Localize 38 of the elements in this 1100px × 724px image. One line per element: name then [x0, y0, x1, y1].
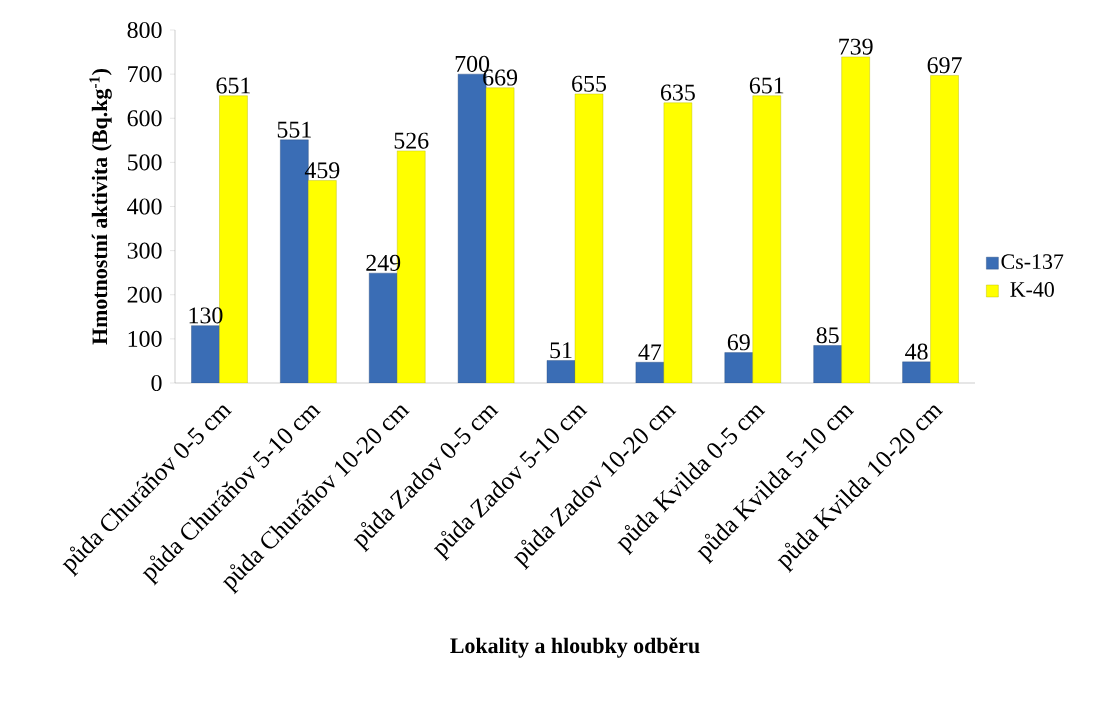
- bar: [308, 180, 337, 383]
- data-label: 739: [839, 38, 873, 55]
- y-tick-label: 600: [127, 110, 162, 127]
- bar: [752, 95, 781, 383]
- y-tick-label: 500: [128, 154, 162, 171]
- bar: [369, 272, 398, 383]
- y-tick-label: 200: [127, 286, 162, 303]
- legend-label: Cs-137: [1001, 254, 1064, 269]
- bar: [813, 345, 842, 383]
- data-label: 655: [572, 75, 606, 92]
- y-tick-label: 100: [128, 330, 162, 347]
- y-tick-label: 400: [127, 198, 162, 215]
- data-label: 526: [394, 132, 429, 149]
- data-label: 48: [905, 343, 928, 360]
- y-tick-label: 300: [127, 242, 162, 259]
- data-label: 85: [816, 327, 839, 344]
- data-label: 651: [749, 77, 784, 94]
- data-label: 551: [277, 121, 311, 138]
- data-label: 69: [727, 334, 750, 351]
- data-label: 697: [927, 57, 962, 74]
- y-tick-label: 0: [151, 374, 162, 392]
- y-tick-label: 800: [127, 21, 162, 39]
- bar: [574, 93, 604, 383]
- data-label: 51: [550, 342, 572, 359]
- bar: [663, 102, 693, 383]
- bar: [485, 87, 515, 383]
- y-axis-title: Hmotnostní aktivita (Bq.kg$^{-1}$): [89, 68, 112, 345]
- data-label: 47: [638, 344, 662, 361]
- legend-label: K-40: [1010, 282, 1054, 297]
- bar: [930, 75, 959, 383]
- bar: [902, 361, 931, 383]
- bar: [724, 352, 753, 383]
- bar: [841, 56, 870, 383]
- x-axis-title: Lokality a hloubky odběru: [450, 637, 700, 658]
- data-label: 651: [216, 77, 250, 94]
- y-tick-label: 700: [128, 66, 162, 83]
- data-label: 635: [660, 84, 695, 101]
- bar: [191, 325, 220, 383]
